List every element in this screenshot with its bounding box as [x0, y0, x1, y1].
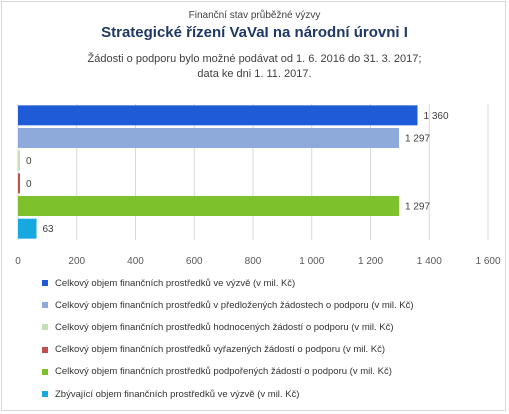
chart-title: Strategické řízení VaVaI na národní úrov…	[101, 24, 408, 41]
x-tick-label: 800	[245, 256, 262, 267]
legend-swatch	[42, 391, 48, 398]
x-tick-label: 0	[15, 256, 21, 267]
data-label: 0	[26, 179, 32, 190]
chart-subtitle: Žádosti o podporu bylo možné podávat od …	[0, 52, 509, 82]
legend-swatch	[42, 324, 48, 331]
bar	[18, 218, 37, 239]
legend-item: Celkový objem finančních prostředků v př…	[42, 294, 502, 316]
x-tick-label: 200	[68, 256, 85, 267]
legend-item: Celkový objem finančních prostředků vyřa…	[42, 339, 502, 361]
bar	[18, 150, 20, 171]
legend-label: Celkový objem finančních prostředků podp…	[55, 366, 392, 378]
legend-label: Celkový objem finančních prostředků vyřa…	[55, 344, 386, 356]
x-tick-label: 1 000	[299, 256, 324, 267]
chart-supertitle: Finanční stav průběžné výzvy	[188, 10, 321, 21]
legend-item: Zbývající objem finančních prostředků ve…	[42, 383, 502, 405]
legend-swatch	[42, 346, 48, 353]
legend-swatch	[42, 302, 48, 309]
bar	[18, 128, 399, 148]
x-tick-label: 1 400	[417, 256, 442, 267]
chart-legend: Celkový objem finančních prostředků ve v…	[42, 272, 502, 405]
bar	[18, 105, 418, 126]
bar	[18, 196, 399, 216]
legend-swatch	[42, 368, 48, 375]
legend-label: Celkový objem finančních prostředků ve v…	[55, 277, 296, 289]
legend-label: Celkový objem finančních prostředků hodn…	[55, 321, 394, 333]
subtitle-line-2: data ke dni 1. 11. 2017.	[197, 68, 312, 80]
x-tick-label: 1 600	[475, 256, 500, 267]
bar	[18, 173, 20, 194]
data-label: 1 297	[405, 134, 430, 145]
legend-item: Celkový objem finančních prostředků ve v…	[42, 272, 502, 294]
legend-label: Celkový objem finančních prostředků v př…	[55, 299, 414, 311]
x-tick-label: 1 200	[358, 256, 383, 267]
legend-label: Zbývající objem finančních prostředků ve…	[55, 388, 300, 400]
data-label: 0	[26, 156, 32, 167]
legend-item: Celkový objem finančních prostředků hodn…	[42, 316, 502, 338]
x-tick-label: 400	[127, 256, 144, 267]
legend-swatch	[42, 280, 48, 287]
data-label: 1 297	[405, 202, 430, 213]
data-label: 63	[43, 224, 55, 235]
subtitle-line-1: Žádosti o podporu bylo možné podávat od …	[87, 53, 422, 65]
legend-item: Celkový objem finančních prostředků podp…	[42, 361, 502, 383]
data-label: 1 360	[424, 111, 449, 122]
x-tick-label: 600	[186, 256, 203, 267]
